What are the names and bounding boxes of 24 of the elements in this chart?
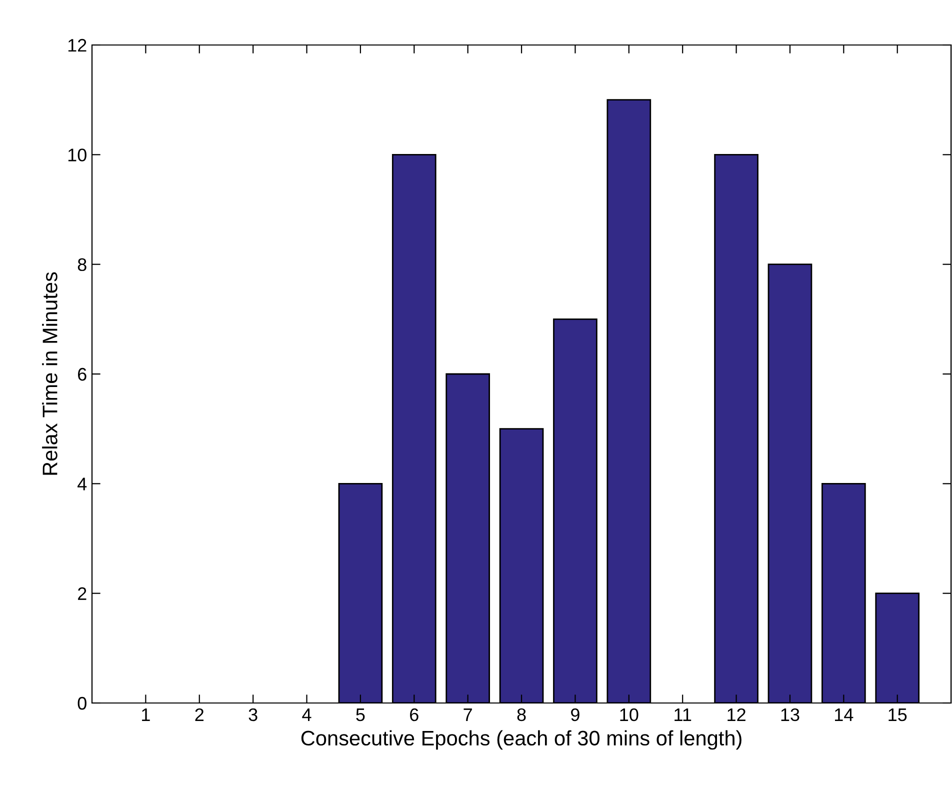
x-tick-label: 3 xyxy=(248,708,258,722)
x-axis-title: Consecutive Epochs (each of 30 mins of length) xyxy=(301,730,742,750)
y-axis-title: Relax Time in Minutes xyxy=(42,272,58,475)
x-tick-label: 1 xyxy=(142,708,150,721)
y-tick-label: 8 xyxy=(78,258,86,272)
x-tick-label: 9 xyxy=(571,708,580,722)
y-tick-label: 0 xyxy=(78,696,86,710)
x-tick-label: 14 xyxy=(835,708,854,721)
y-tick-label: 10 xyxy=(68,148,86,162)
x-tick-label: 2 xyxy=(195,708,204,721)
x-tick-label: 5 xyxy=(356,708,365,722)
y-tick-label: 2 xyxy=(78,587,86,600)
x-tick-label: 7 xyxy=(464,708,472,721)
y-tick-label: 4 xyxy=(78,478,87,490)
x-tick-label: 11 xyxy=(674,708,692,721)
y-tick-label: 6 xyxy=(78,368,86,381)
x-tick-label: 8 xyxy=(517,708,526,722)
x-tick-label: 15 xyxy=(888,708,907,722)
x-tick-label: 12 xyxy=(728,708,746,721)
x-tick-label: 6 xyxy=(410,708,418,722)
y-tick-label: 12 xyxy=(68,38,86,52)
x-tick-label: 4 xyxy=(302,708,312,721)
x-tick-label: 13 xyxy=(781,708,800,722)
x-tick-label: 10 xyxy=(620,708,638,722)
